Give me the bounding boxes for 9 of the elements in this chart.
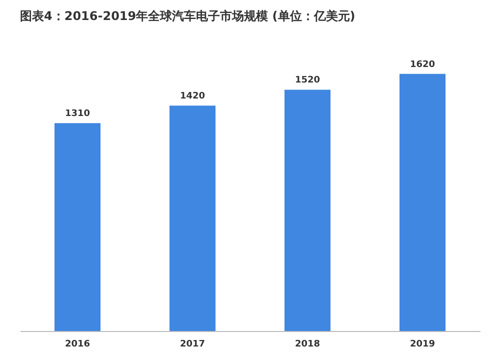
data-label: 1310 xyxy=(64,109,90,120)
data-label: 1620 xyxy=(410,60,436,70)
data-label: 1420 xyxy=(180,92,206,102)
data-label: 1520 xyxy=(294,76,320,86)
x-tick-label: 2018 xyxy=(294,340,320,350)
x-tick-label: 2019 xyxy=(410,340,436,350)
x-tick-label: 2017 xyxy=(180,340,206,350)
chart-title: 图表4：2016-2019年全球汽车电子市场规模 (单位：亿美元) xyxy=(20,9,356,23)
x-tick-label: 2016 xyxy=(64,340,90,350)
